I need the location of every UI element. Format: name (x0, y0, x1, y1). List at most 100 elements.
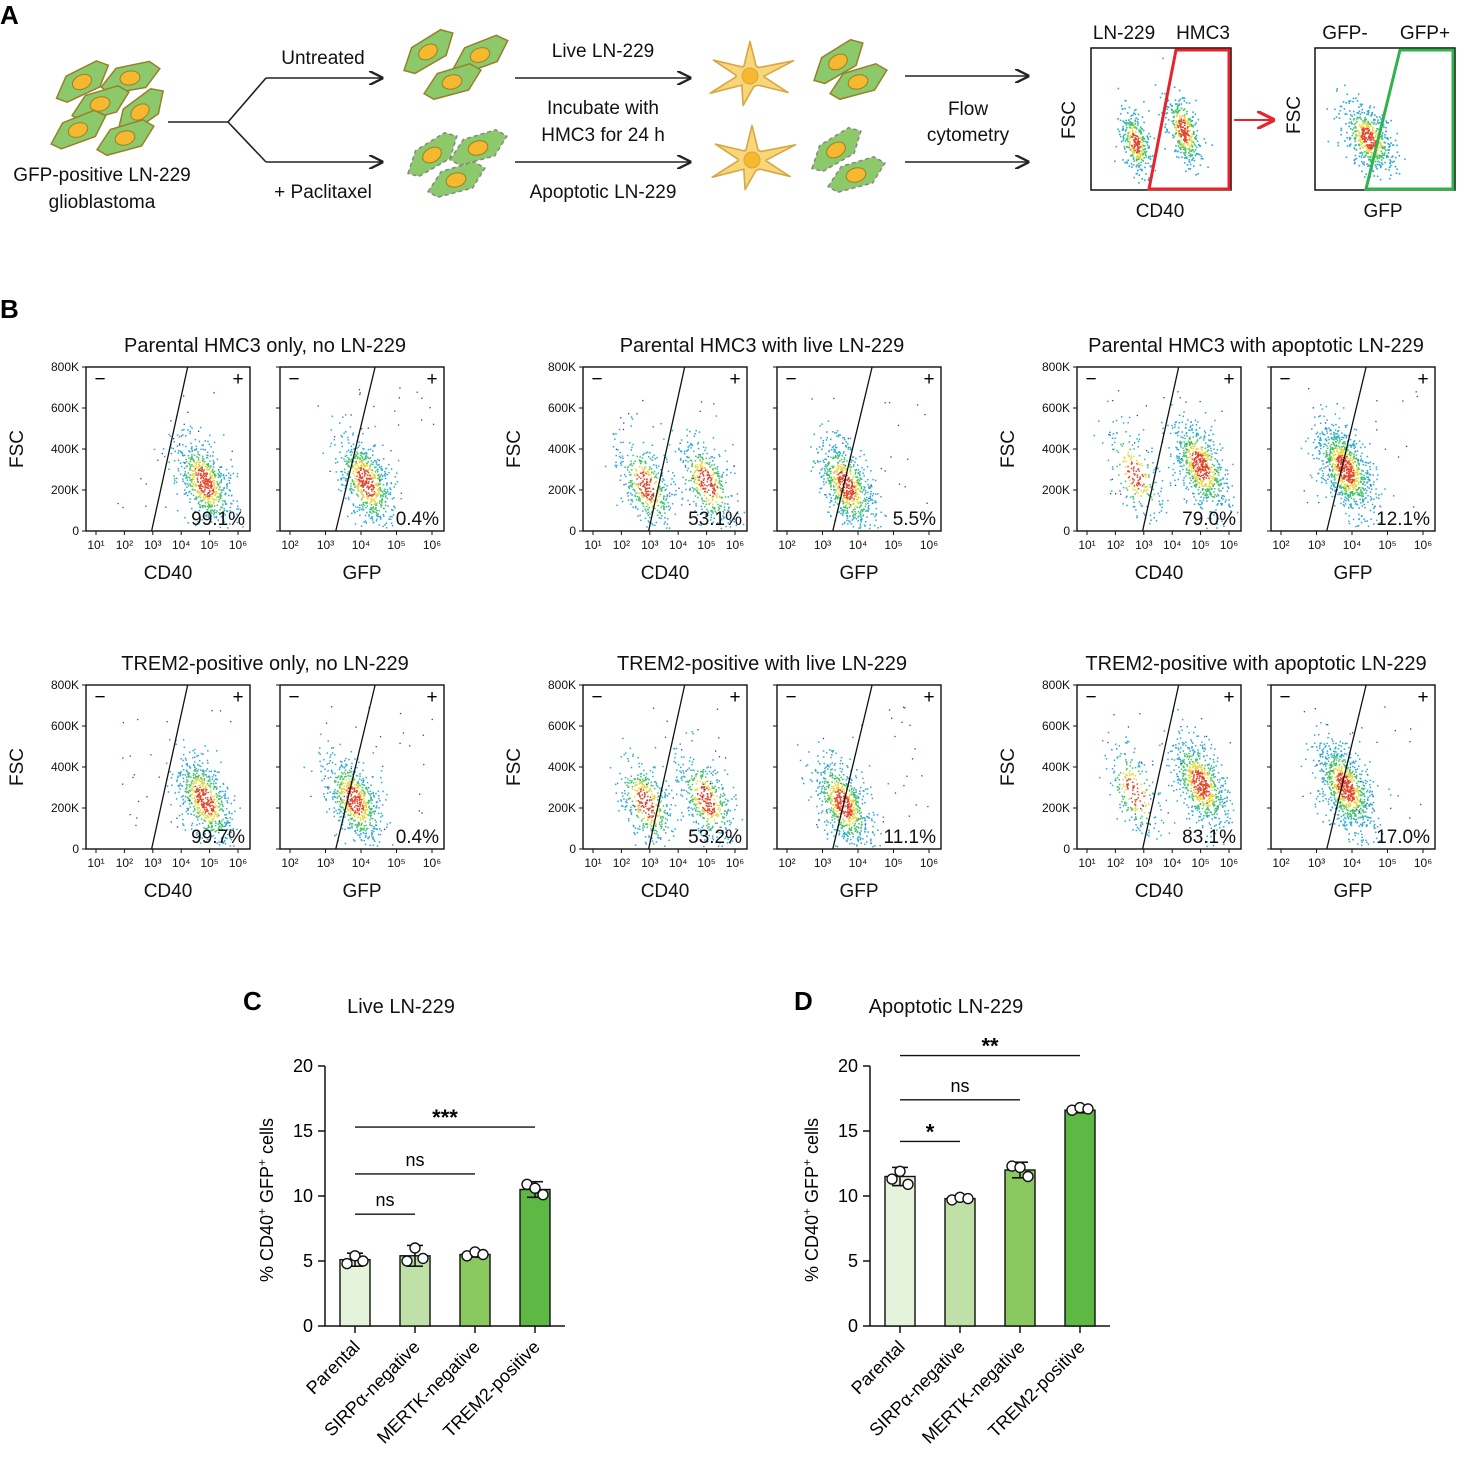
flow-event-dot (712, 460, 714, 462)
flow-event-dot (1380, 154, 1382, 157)
flow-event-dot (229, 517, 231, 520)
flow-event-dot (1131, 462, 1133, 464)
flow-event-dot (713, 508, 716, 510)
flow-event-dot (219, 509, 221, 511)
flow-event-dot (1137, 139, 1139, 141)
flow-event-dot (378, 459, 380, 462)
flow-event-dot (360, 491, 363, 493)
flow-event-dot (365, 453, 368, 455)
flow-event-dot (360, 492, 363, 495)
flow-event-dot (236, 500, 238, 502)
flow-event-dot (1135, 470, 1137, 473)
flow-event-dot (1198, 486, 1201, 488)
flow-event-dot (1185, 141, 1188, 144)
flow-event-dot (356, 447, 358, 450)
flow-event-dot (1370, 125, 1372, 127)
flow-event-dot (1131, 145, 1134, 148)
flow-event-dot (719, 482, 721, 485)
flow-event-dot (372, 506, 375, 508)
flow-event-dot (851, 500, 854, 502)
flow-event-dot (650, 495, 652, 498)
flow-event-dot (689, 503, 691, 506)
flow-event-dot (1133, 150, 1135, 152)
flow-event-dot (208, 487, 210, 489)
flow-event-dot (210, 481, 212, 484)
flow-event-dot (229, 477, 232, 479)
live-ln229-label: Live LN-229 (552, 41, 654, 62)
flow-event-dot (1204, 412, 1207, 414)
flow-event-dot (186, 475, 188, 478)
flow-event-dot (346, 474, 348, 476)
flow-event-dot (852, 465, 855, 468)
flow-event-dot (389, 493, 392, 496)
flow-event-dot (735, 524, 738, 527)
flow-event-dot (1376, 128, 1378, 130)
flow-event-dot (671, 429, 674, 432)
flow-event-dot (179, 450, 182, 452)
cd40-flow-plot: − +79.0%10¹ 10² 10³ 10⁴ 10⁵ 10⁶CD40800K600K400… (998, 360, 1242, 584)
flow-event-dot (1204, 451, 1207, 453)
flow-event-dot (180, 465, 183, 468)
flow-event-dot (1376, 153, 1379, 156)
flow-event-dot (813, 460, 815, 462)
flow-event-dot (1137, 462, 1139, 464)
flow-event-dot (1109, 434, 1111, 436)
flow-event-dot (387, 505, 389, 507)
flow-event-dot (1141, 136, 1144, 139)
flow-event-dot (864, 490, 867, 492)
flow-event-dot (640, 519, 642, 522)
flow-event-dot (1229, 506, 1231, 508)
flow-event-dot (345, 431, 347, 433)
flow-event-dot (372, 488, 374, 490)
flow-event-dot (357, 467, 360, 470)
flow-event-dot (643, 484, 645, 486)
flow-event-dot (1142, 154, 1144, 156)
flow-event-dot (1192, 476, 1195, 478)
flow-event-dot (226, 487, 228, 489)
flow-event-dot (701, 467, 703, 470)
flow-event-dot (630, 492, 632, 495)
flow-event-dot (201, 444, 203, 447)
x-tick-label: 10⁶ (229, 538, 247, 552)
flow-event-dot (384, 491, 386, 493)
flow-event-dot (834, 444, 837, 446)
flow-event-dot (642, 473, 645, 476)
flow-event-dot (1202, 469, 1205, 471)
gate-positive-sign: + (426, 369, 437, 390)
flow-event-dot (364, 480, 367, 482)
flow-event-dot (1375, 152, 1378, 155)
flow-event-dot (848, 498, 851, 500)
flow-event-dot (1124, 457, 1126, 459)
flow-event-dot (1117, 128, 1119, 131)
flow-event-dot (339, 422, 341, 424)
flow-event-dot (719, 480, 721, 482)
flow-event-dot (692, 490, 695, 492)
flow-event-dot (839, 434, 841, 436)
flow-event-dot (667, 501, 669, 504)
flow-event-dot (1373, 175, 1375, 177)
flow-event-dot (374, 425, 377, 428)
flow-event-dot (196, 491, 198, 493)
flow-event-dot (366, 478, 368, 480)
flow-event-dot (629, 474, 631, 476)
flow-event-dot (363, 464, 366, 466)
flow-event-dot (1354, 161, 1356, 164)
flow-event-dot (1200, 480, 1203, 482)
flow-event-dot (858, 473, 861, 475)
flow-event-dot (642, 495, 645, 497)
flow-event-dot (841, 500, 843, 502)
flow-event-dot (1189, 443, 1191, 445)
flow-event-dot (646, 512, 648, 515)
flow-event-dot (377, 458, 379, 461)
flow-event-dot (733, 517, 736, 519)
flow-event-dot (1129, 149, 1132, 151)
flow-event-dot (1122, 422, 1125, 424)
flow-event-dot (1186, 127, 1189, 129)
flow-event-dot (197, 481, 199, 483)
flow-event-dot (370, 463, 372, 465)
flow-event-dot (1184, 149, 1187, 152)
flow-event-dot (1142, 129, 1145, 132)
flow-event-dot (397, 424, 400, 426)
flow-event-dot (1363, 135, 1366, 138)
flow-event-dot (840, 493, 842, 496)
